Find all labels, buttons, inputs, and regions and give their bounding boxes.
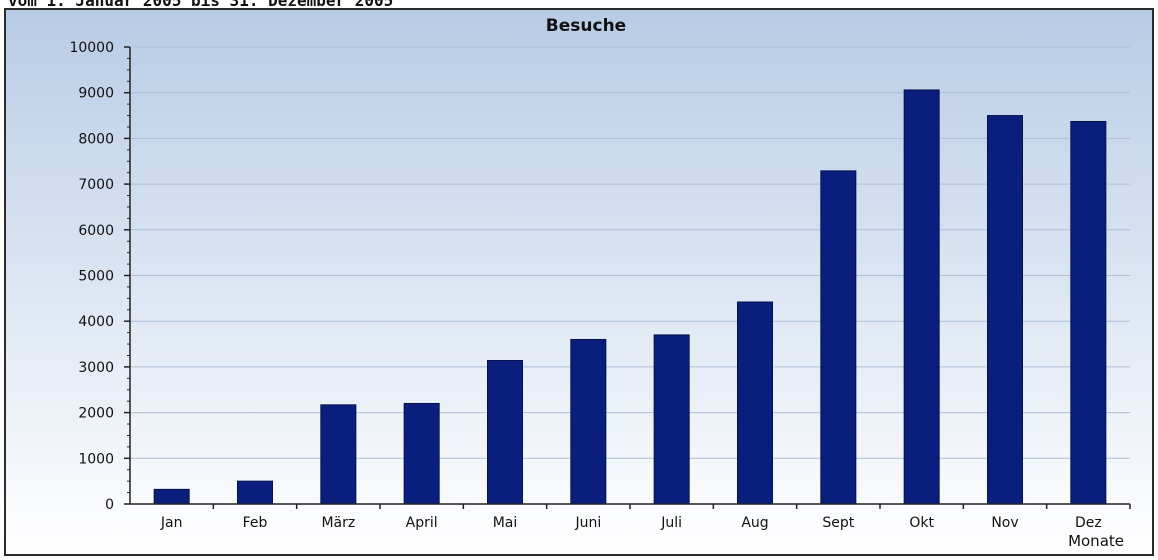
- bar-dez: [1070, 120, 1107, 505]
- x-tick-label-aug: Aug: [741, 515, 768, 531]
- x-tick-label-dez: Dez: [1075, 515, 1102, 531]
- y-tick-label-8000: 8000: [78, 131, 114, 147]
- bar-aug: [737, 301, 773, 505]
- y-tick-label-1000: 1000: [78, 451, 114, 467]
- y-axis-ticks: 0 1000 2000 3000 4000 5000 6000 7000 8000 9000 100…: [69, 40, 130, 513]
- y-tick-label-2000: 2000: [78, 406, 114, 422]
- bar-sept: [820, 170, 857, 505]
- x-tick-label-sept: Sept: [822, 515, 854, 531]
- bar-chart: Besuche 0 1000 2000 3000 4000 5000 6000 7000 800…: [6, 10, 1152, 554]
- y-tick-label-4000: 4000: [78, 314, 114, 330]
- x-tick-label-nov: Nov: [991, 515, 1018, 531]
- bar-märz: [320, 404, 357, 505]
- x-tick-label-feb: Feb: [243, 515, 268, 531]
- page-header-caption: vom 1. Januar 2005 bis 31. Dezember 2005: [8, 0, 394, 10]
- grid-lines: [130, 46, 1130, 459]
- bar-juli: [653, 334, 690, 505]
- y-tick-label-7000: 7000: [78, 177, 114, 193]
- x-axis-ticks: Jan Feb März April Mai Juni Juli Aug Sept Okt Nov D…: [160, 504, 1131, 531]
- y-tick-label-5000: 5000: [78, 269, 114, 285]
- bar-okt: [903, 89, 940, 505]
- bar-nov: [987, 115, 1023, 505]
- y-tick-label-9000: 9000: [78, 86, 114, 102]
- bar-jan: [153, 488, 190, 505]
- bar-mai: [487, 360, 523, 505]
- bar-april: [403, 402, 440, 505]
- x-tick-label-juni: Juni: [574, 515, 601, 531]
- x-tick-label-jan: Jan: [160, 515, 183, 531]
- chart-title: Besuche: [546, 16, 626, 36]
- y-tick-label-10000: 10000: [69, 40, 114, 56]
- x-tick-label-april: April: [406, 515, 438, 531]
- y-tick-label-0: 0: [105, 497, 114, 513]
- bar-feb: [237, 480, 273, 505]
- x-tick-label-okt: Okt: [909, 515, 934, 531]
- y-tick-label-6000: 6000: [78, 223, 114, 239]
- bars: [153, 89, 1107, 505]
- x-axis-title: Monate: [1068, 532, 1124, 550]
- x-tick-label-juli: Juli: [660, 515, 682, 531]
- y-tick-label-3000: 3000: [78, 360, 114, 376]
- x-tick-label-märz: März: [321, 515, 355, 531]
- bar-juni: [570, 338, 607, 505]
- x-tick-label-mai: Mai: [493, 515, 518, 531]
- chart-frame: Besuche 0 1000 2000 3000 4000 5000 6000 7000 800…: [4, 8, 1154, 556]
